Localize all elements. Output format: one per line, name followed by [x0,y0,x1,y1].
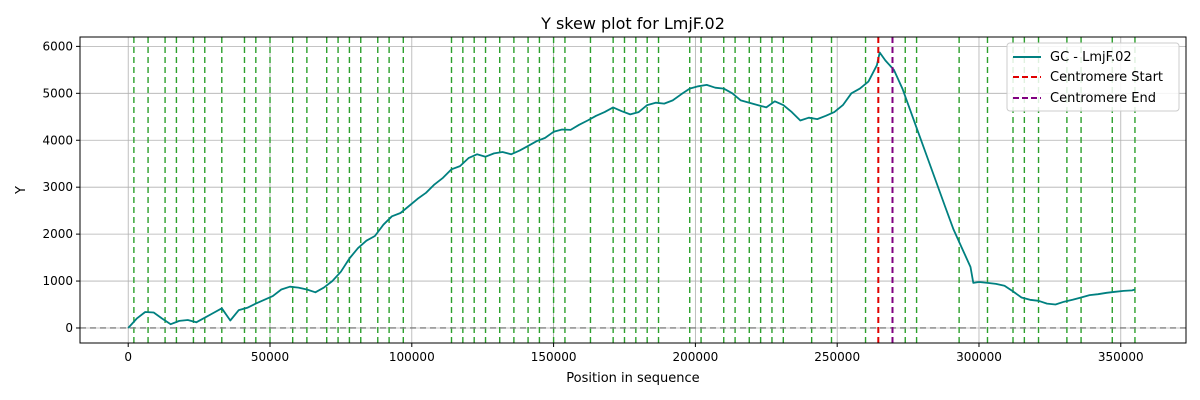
x-tick-label: 0 [124,350,132,364]
legend-label-series: GC - LmjF.02 [1050,50,1132,65]
legend: GC - LmjF.02 Centromere Start Centromere… [1006,42,1180,112]
x-tick-label: 100000 [389,350,435,364]
plot-frame [79,36,1187,344]
y-tick-label: 4000 [42,133,73,147]
series-line [127,51,1136,329]
y-tick-label: 6000 [42,39,73,53]
x-axis-label: Position in sequence [566,371,699,386]
legend-label-centromere-start: Centromere Start [1050,70,1163,85]
centromere-lines [877,37,894,343]
y-tick-label: 5000 [42,86,73,100]
y-tick-label: 0 [65,321,73,335]
x-tick-label: 50000 [251,350,289,364]
legend-label-centromere-end: Centromere End [1050,91,1156,106]
y-axis-label: Y [14,186,29,195]
grid-lines [80,37,1186,343]
chart-title: Y skew plot for LmjF.02 [540,14,725,33]
x-tick-label: 300000 [956,350,1002,364]
y-tick-label: 1000 [42,274,73,288]
x-tick-label: 150000 [531,350,577,364]
y-axis-ticks: 0 1000 2000 3000 4000 5000 6000 [42,39,80,335]
x-axis-ticks: 0 50000 100000 150000 200000 250000 300000 3500… [124,343,1144,364]
legend-box [1006,42,1180,112]
x-tick-label: 350000 [1098,350,1144,364]
x-tick-label: 200000 [672,350,718,364]
series-layer [127,51,1136,329]
y-tick-label: 3000 [42,180,73,194]
x-tick-label: 250000 [814,350,860,364]
y-tick-label: 2000 [42,227,73,241]
